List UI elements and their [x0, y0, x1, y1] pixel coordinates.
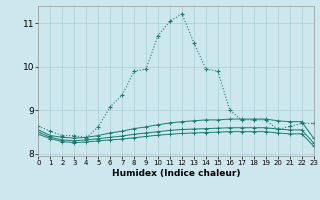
X-axis label: Humidex (Indice chaleur): Humidex (Indice chaleur)	[112, 169, 240, 178]
